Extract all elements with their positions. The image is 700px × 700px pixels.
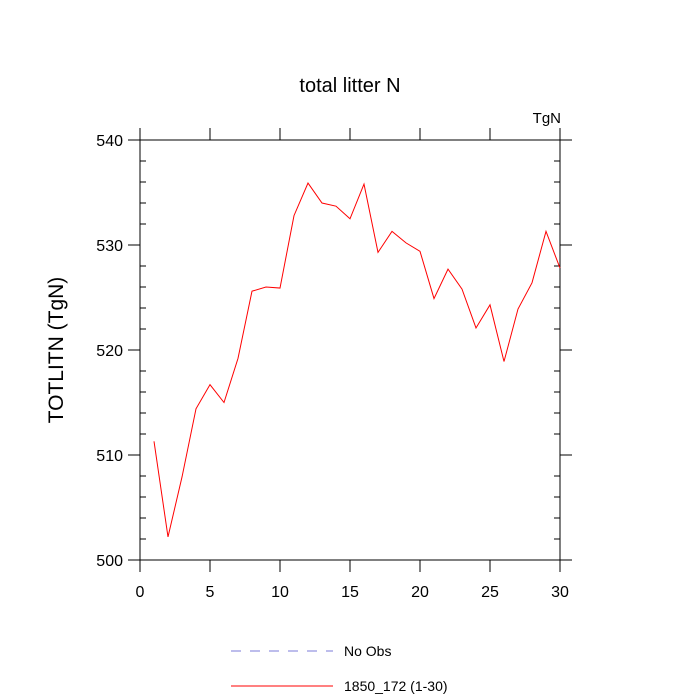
units-label: TgN (533, 110, 561, 127)
series-line (153, 182, 561, 538)
y-tick-label: 500 (96, 553, 123, 570)
y-tick-label: 530 (96, 238, 123, 255)
legend: No Obs 1850_172 (1-30) (231, 643, 448, 694)
y-tick-label: 520 (96, 343, 123, 360)
legend-label: 1850_172 (1-30) (344, 678, 448, 694)
series-group (153, 182, 561, 538)
x-tick-label: 20 (411, 584, 429, 601)
axis-ticks (128, 128, 572, 572)
y-axis-label: TOTLITN (TgN) (45, 277, 68, 424)
x-tick-label: 30 (551, 584, 569, 601)
plot-frame (139, 139, 561, 561)
y-tick-label: 510 (96, 448, 123, 465)
x-tick-label: 25 (481, 584, 499, 601)
y-tick-label: 540 (96, 133, 123, 150)
x-tick-label: 0 (136, 584, 145, 601)
x-tick-label: 15 (341, 584, 359, 601)
chart-title: total litter N (299, 75, 400, 97)
x-tick-label: 10 (271, 584, 289, 601)
x-tick-label: 5 (206, 584, 215, 601)
legend-label: No Obs (344, 643, 391, 659)
